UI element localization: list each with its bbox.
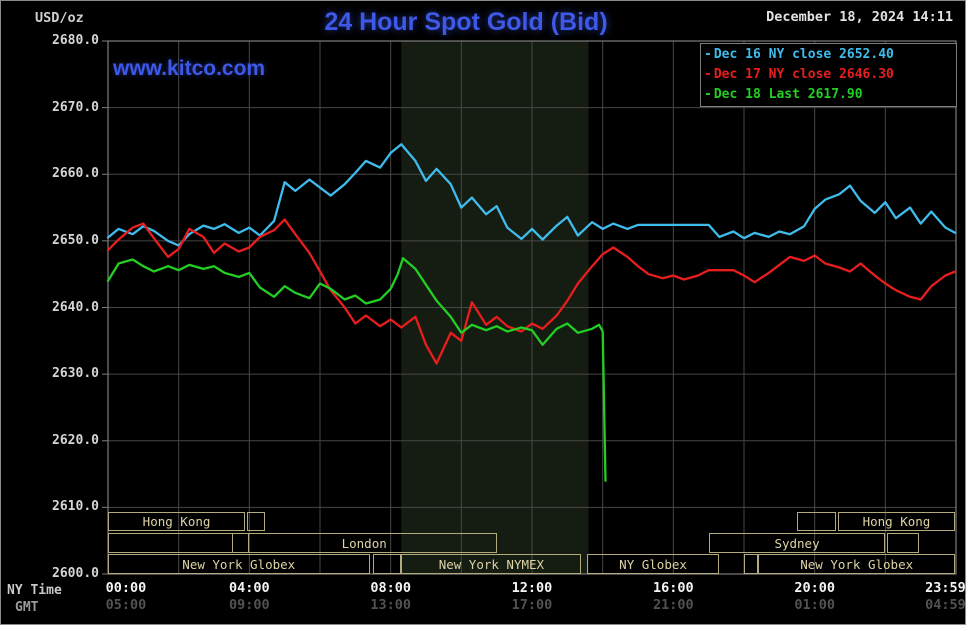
session-box-unlabeled [887,533,919,553]
y-tick-label: 2620.0 [52,432,99,448]
session-box-sydney: Sydney [708,533,886,553]
page-title: 24 Hour Spot Gold (Bid) [324,8,608,36]
session-box-london: London [231,533,497,553]
y-tick-label: 2680.0 [52,33,99,48]
x-tick-label-ny: 12:00 [511,580,553,596]
legend-line-marker: - [704,46,712,62]
legend-line-marker: - [704,86,712,102]
legend-item-label: Dec 17 NY close 2646.30 [713,66,894,82]
y-tick-label: 2600.0 [52,566,99,581]
legend-item-2: - Dec 18 Last 2617.90 [701,84,956,104]
x-axis-ny-time-label: NY Time [7,583,62,598]
x-tick-label-gmt: 17:00 [511,597,553,613]
x-tick-label-gmt: 01:00 [794,597,835,613]
session-box-new-york-globex: New York Globex [108,554,370,574]
y-axis-units-label: USD/oz [35,10,84,26]
x-axis-gmt-label: GMT [15,600,39,615]
x-tick-label-ny: 00:00 [105,580,147,596]
x-tick-label-gmt: 09:00 [229,597,270,613]
session-box-ny-globex: NY Globex [586,554,720,574]
y-tick-label: 2670.0 [52,99,99,115]
x-tick-label-gmt: 05:00 [105,597,147,613]
session-box-unlabeled [797,512,836,531]
x-tick-label-gmt: 13:00 [370,597,411,613]
x-tick-label-ny: 04:00 [229,580,270,596]
x-tick-label-ny: 16:00 [653,580,694,596]
session-box-unlabeled [744,554,759,574]
series-line-dec18 [106,257,607,482]
session-box-hong-kong: Hong Kong [837,512,956,531]
legend: - Dec 16 NY close 2652.40- Dec 17 NY close… [700,43,957,107]
legend-item-1: - Dec 17 NY close 2646.30 [701,64,956,84]
series-line-dec16 [106,143,957,247]
y-tick-label: 2640.0 [52,299,99,315]
y-tick-label: 2610.0 [52,499,99,515]
x-tick-label-gmt: 04:59 [925,597,966,613]
legend-line-marker: - [704,66,712,82]
session-box-unlabeled [373,554,402,574]
session-box-unlabeled [246,512,266,531]
session-box-new-york-globex: New York Globex [758,554,956,574]
legend-item-0: - Dec 16 NY close 2652.40 [701,44,956,64]
legend-item-label: Dec 16 NY close 2652.40 [713,46,894,62]
series-line-dec17 [106,218,957,365]
y-tick-label: 2630.0 [52,366,99,382]
x-tick-label-ny: 23:59 [925,580,966,596]
session-box-new-york-nymex: New York NYMEX [401,554,582,574]
x-tick-label-gmt: 21:00 [653,597,694,613]
legend-item-label: Dec 18 Last 2617.90 [713,86,863,102]
kitco-watermark-link[interactable]: www.kitco.com [113,57,266,80]
y-tick-label: 2650.0 [52,232,99,248]
session-box-hong-kong: Hong Kong [108,512,246,531]
y-tick-label: 2660.0 [52,166,99,182]
x-tick-label-ny: 08:00 [370,580,411,596]
chart-datetime: December 18, 2024 14:11 [766,9,953,25]
session-box-unlabeled [108,533,250,553]
x-tick-label-ny: 20:00 [794,580,835,596]
